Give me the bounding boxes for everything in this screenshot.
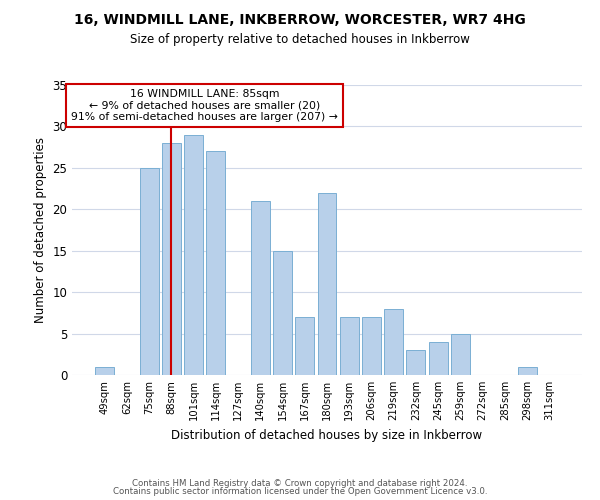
X-axis label: Distribution of detached houses by size in Inkberrow: Distribution of detached houses by size … (172, 428, 482, 442)
Bar (206, 152, 225, 375)
Bar (429, 342, 448, 375)
Bar (451, 334, 470, 375)
Bar (251, 201, 270, 375)
Text: Contains public sector information licensed under the Open Government Licence v3: Contains public sector information licen… (113, 487, 487, 496)
Text: Contains HM Land Registry data © Crown copyright and database right 2024.: Contains HM Land Registry data © Crown c… (132, 478, 468, 488)
Text: 16, WINDMILL LANE, INKBERROW, WORCESTER, WR7 4HG: 16, WINDMILL LANE, INKBERROW, WORCESTER,… (74, 12, 526, 26)
Bar (340, 317, 359, 375)
Bar (95, 366, 114, 375)
Bar (184, 134, 203, 375)
Text: 16 WINDMILL LANE: 85sqm
← 9% of detached houses are smaller (20)
91% of semi-det: 16 WINDMILL LANE: 85sqm ← 9% of detached… (71, 89, 338, 122)
Bar (140, 168, 158, 375)
Bar (162, 143, 181, 375)
Bar (295, 317, 314, 375)
Bar (362, 317, 381, 375)
Y-axis label: Number of detached properties: Number of detached properties (34, 137, 47, 323)
Bar (406, 350, 425, 375)
Bar (273, 250, 292, 375)
Bar (384, 308, 403, 375)
Text: Size of property relative to detached houses in Inkberrow: Size of property relative to detached ho… (130, 32, 470, 46)
Bar (518, 366, 536, 375)
Bar (317, 192, 337, 375)
